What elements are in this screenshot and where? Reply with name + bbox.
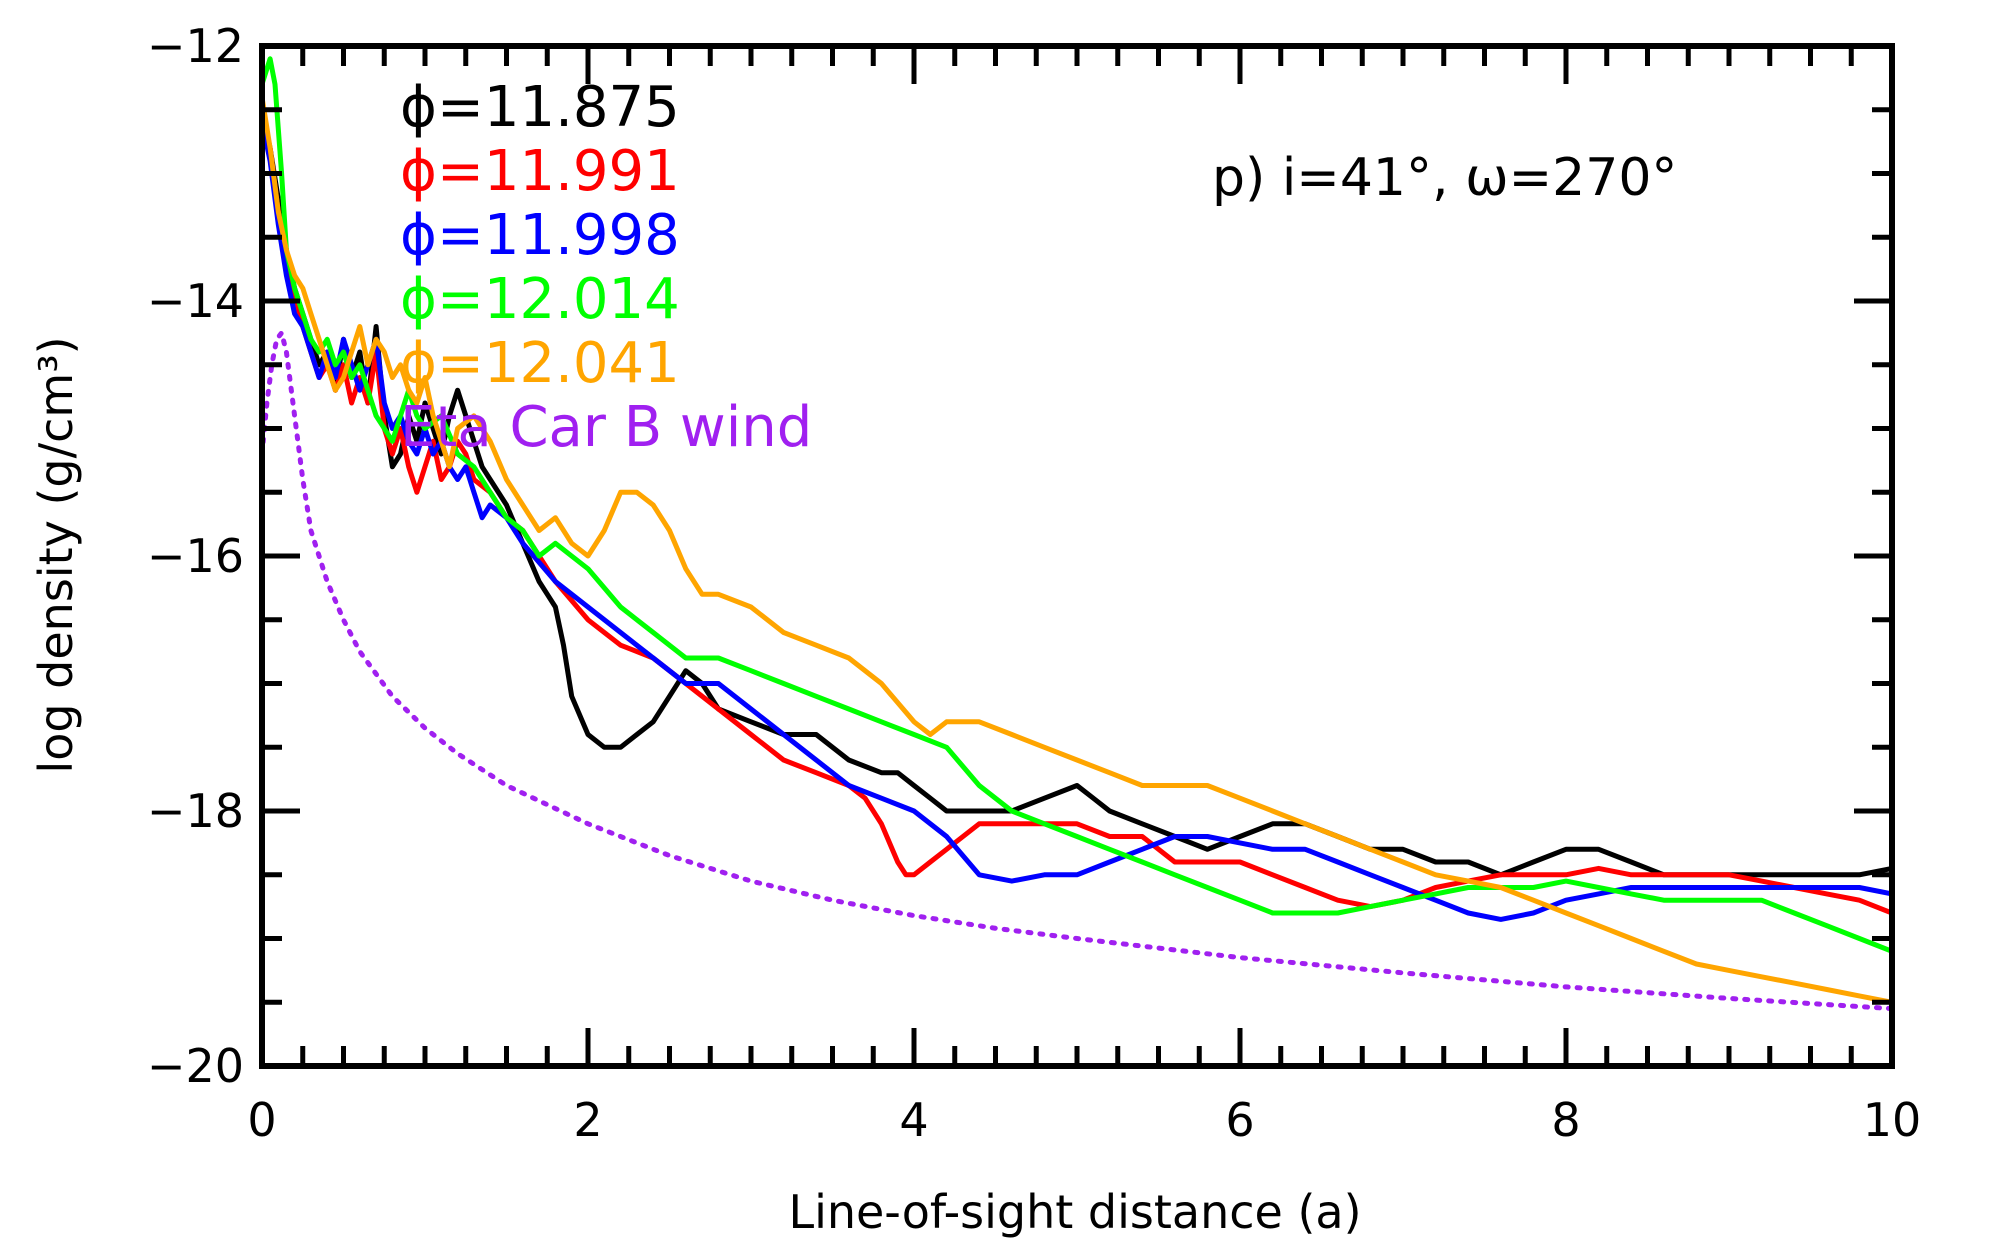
legend-entry-4: ϕ=12.041 [400, 331, 680, 396]
y-tick-label: −14 [147, 274, 244, 328]
x-tick-label: 8 [1551, 1093, 1580, 1147]
series-line-1 [262, 120, 1892, 916]
x-tick-label: 10 [1863, 1093, 1922, 1147]
legend-entry-2: ϕ=11.998 [400, 203, 680, 268]
series-line-0 [262, 107, 1892, 878]
legend-entry-1: ϕ=11.991 [400, 139, 680, 204]
x-axis-title: Line-of-sight distance (a) [788, 1185, 1361, 1239]
series-line-3 [262, 56, 1892, 954]
x-tick-label: 6 [1225, 1093, 1254, 1147]
legend: ϕ=11.875ϕ=11.991ϕ=11.998ϕ=12.014ϕ=12.041… [400, 75, 812, 460]
series-layer [262, 56, 1892, 1012]
panel-label: p) i=41°, ω=270° [1212, 148, 1677, 208]
x-tick-label: 0 [247, 1093, 276, 1147]
legend-entry-0: ϕ=11.875 [400, 75, 680, 140]
series-line-2 [262, 120, 1892, 922]
y-tick-label: −18 [147, 784, 244, 838]
y-axis-title: log density (g/cm³) [29, 336, 83, 773]
series-line-4 [262, 94, 1892, 1005]
x-tick-label: 4 [899, 1093, 928, 1147]
axes-layer: 0 2 4 6 8 10 −20 −18 −16 −14 −12 [147, 19, 1921, 1147]
legend-entry-3: ϕ=12.014 [400, 267, 680, 332]
labels-layer: p) i=41°, ω=270° Line-of-sight distance … [29, 148, 1677, 1239]
legend-entry-5: Eta Car B wind [400, 395, 812, 460]
series-line-5 [262, 330, 1892, 1012]
y-tick-label: −16 [147, 529, 244, 583]
x-tick-label: 2 [573, 1093, 602, 1147]
y-tick-label: −12 [147, 19, 244, 73]
y-tick-label: −20 [147, 1039, 244, 1093]
